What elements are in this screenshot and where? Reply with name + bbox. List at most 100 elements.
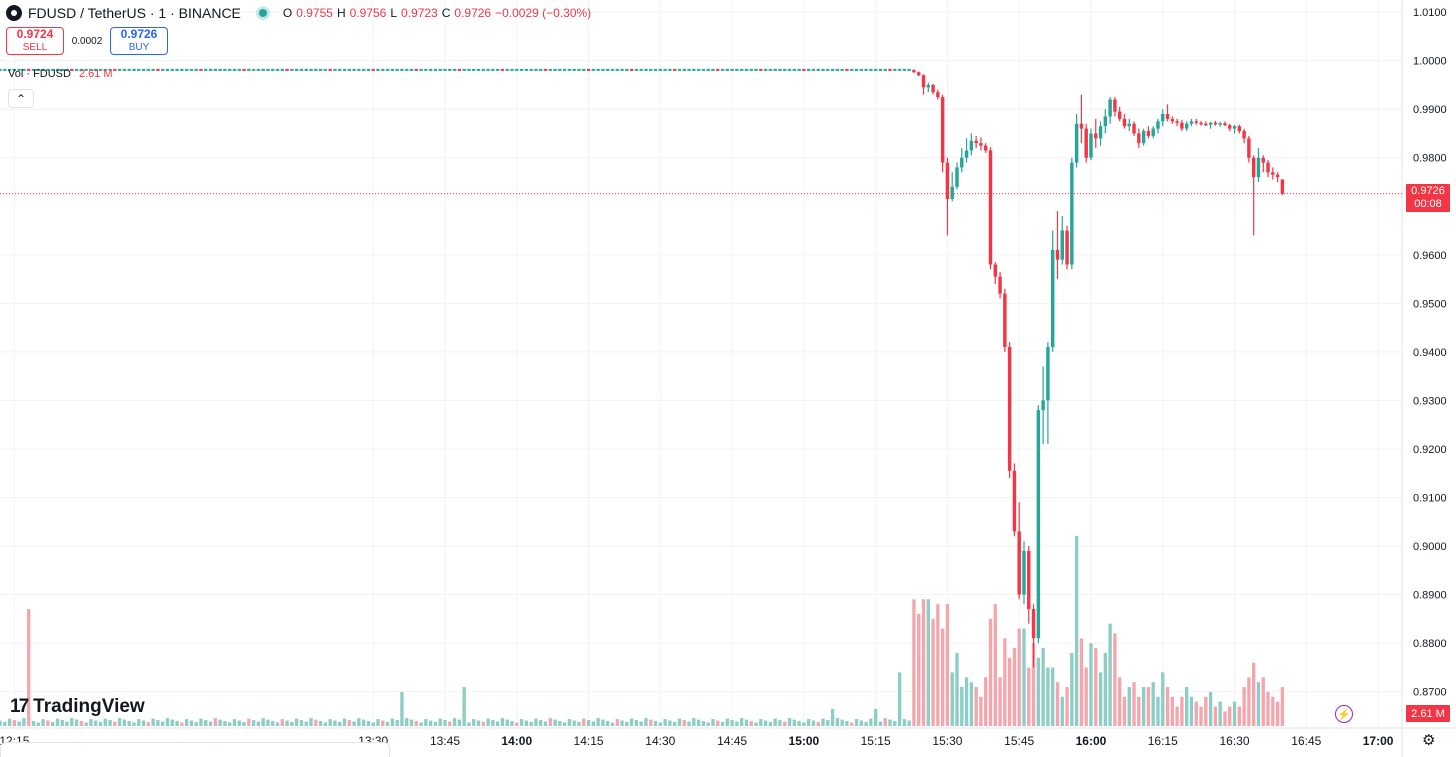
volume-bar	[601, 719, 605, 726]
candle-body	[1098, 126, 1103, 139]
candle-body	[228, 68, 232, 71]
candle-body	[381, 68, 385, 71]
candle-body	[601, 68, 605, 71]
candle-body	[371, 68, 375, 71]
volume-bar	[1194, 701, 1198, 726]
volume-bar	[500, 718, 505, 726]
volume-bar	[620, 720, 624, 726]
candle-body	[285, 68, 289, 71]
symbol-title[interactable]: FDUSD / TetherUS · 1 · BINANCE	[28, 5, 241, 21]
tradingview-logo[interactable]: 17 TradingView	[10, 696, 145, 718]
candle-body	[797, 68, 801, 71]
candle-body	[792, 68, 796, 71]
volume-bar	[1256, 682, 1261, 726]
volume-bar	[342, 718, 347, 726]
bottom-toolbar-panel[interactable]	[0, 742, 390, 757]
candle-body	[1094, 133, 1098, 139]
volume-bar	[161, 721, 165, 726]
volume-bar	[199, 718, 203, 726]
chevron-up-icon: ⌃	[15, 91, 27, 106]
volume-bar	[228, 722, 232, 726]
candle-body	[916, 72, 921, 76]
volume-bar	[1146, 687, 1151, 726]
candle-body	[405, 68, 409, 71]
candle-body	[352, 68, 356, 71]
candle-body	[1228, 125, 1232, 129]
candle-body	[586, 68, 591, 71]
gear-icon[interactable]: ⚙	[1422, 732, 1436, 749]
volume-bar	[821, 718, 825, 726]
candle-body	[1084, 128, 1088, 158]
volume-bar	[481, 722, 485, 726]
volume-bar	[405, 718, 409, 726]
candle-body	[677, 68, 682, 71]
candle-body	[582, 68, 586, 71]
candle-body	[893, 68, 897, 71]
candle-body	[161, 68, 165, 71]
market-open-icon[interactable]	[258, 9, 267, 17]
candle-body	[711, 68, 715, 71]
volume-bar	[1223, 711, 1227, 726]
volume-bar	[1137, 696, 1141, 726]
lightning-icon[interactable]: ⚡	[1335, 705, 1353, 723]
price-tick-label: 0.9600	[1413, 250, 1447, 262]
price-tick-label: 0.9200	[1413, 444, 1447, 456]
time-tick-label: 15:00	[789, 734, 820, 748]
candle-body	[385, 68, 390, 71]
ohlc-values: O 0.9755 H 0.9756 L 0.9723 C 0.9726 −0.0029 …	[283, 6, 591, 20]
candle-body	[17, 68, 21, 71]
candle-body	[673, 68, 677, 71]
volume-bar	[60, 720, 64, 726]
candle-body	[165, 68, 170, 71]
candle-body	[294, 68, 299, 71]
volume-bar	[1175, 706, 1179, 726]
candle-body	[213, 68, 217, 71]
volume-bar	[294, 718, 299, 726]
candle-body	[462, 68, 466, 71]
volume-bar	[1079, 638, 1084, 726]
candle-body	[1127, 123, 1131, 127]
volume-bar	[725, 718, 729, 726]
volume-bar	[639, 721, 643, 726]
candle-body	[481, 68, 485, 71]
price-tick-label: 1.0100	[1413, 7, 1447, 19]
volume-bar	[452, 718, 457, 726]
volume-bar	[1141, 687, 1146, 726]
candle-body	[864, 68, 868, 71]
candle-body	[1151, 128, 1155, 136]
volume-bar	[720, 722, 725, 726]
candle-body	[763, 68, 768, 71]
volume-bar	[883, 718, 887, 726]
candle-body	[223, 68, 227, 71]
volume-bar	[787, 718, 792, 726]
volume-bar	[323, 722, 328, 726]
candle-body	[1170, 118, 1175, 122]
sell-button[interactable]: 0.9724 SELL	[6, 27, 64, 55]
candle-body	[366, 68, 371, 71]
volume-bar	[371, 722, 375, 726]
volume-bar	[663, 719, 667, 726]
volume-bar	[572, 720, 576, 726]
candle-body	[275, 68, 280, 71]
candle-body	[1117, 111, 1122, 119]
candle-body	[103, 68, 107, 71]
volume-legend[interactable]: Vol · FDUSD 2.61 M	[8, 68, 113, 80]
volume-bar	[361, 719, 366, 726]
candle-body	[873, 68, 878, 71]
volume-bar	[103, 718, 107, 726]
volume-bar	[768, 722, 773, 726]
volume-bar	[299, 720, 304, 726]
candle-body	[912, 69, 916, 73]
volume-bar	[859, 720, 863, 726]
volume-bar	[309, 718, 313, 726]
buy-button[interactable]: 0.9726 BUY	[110, 27, 168, 55]
collapse-legend-button[interactable]: ⌃	[8, 89, 34, 108]
candle-body	[1022, 550, 1026, 595]
volume-bar	[347, 720, 351, 726]
candle-body	[596, 68, 600, 71]
volume-bar	[1161, 672, 1165, 726]
candle-body	[1041, 400, 1045, 411]
candle-body	[653, 68, 658, 71]
volume-bar	[448, 721, 452, 726]
